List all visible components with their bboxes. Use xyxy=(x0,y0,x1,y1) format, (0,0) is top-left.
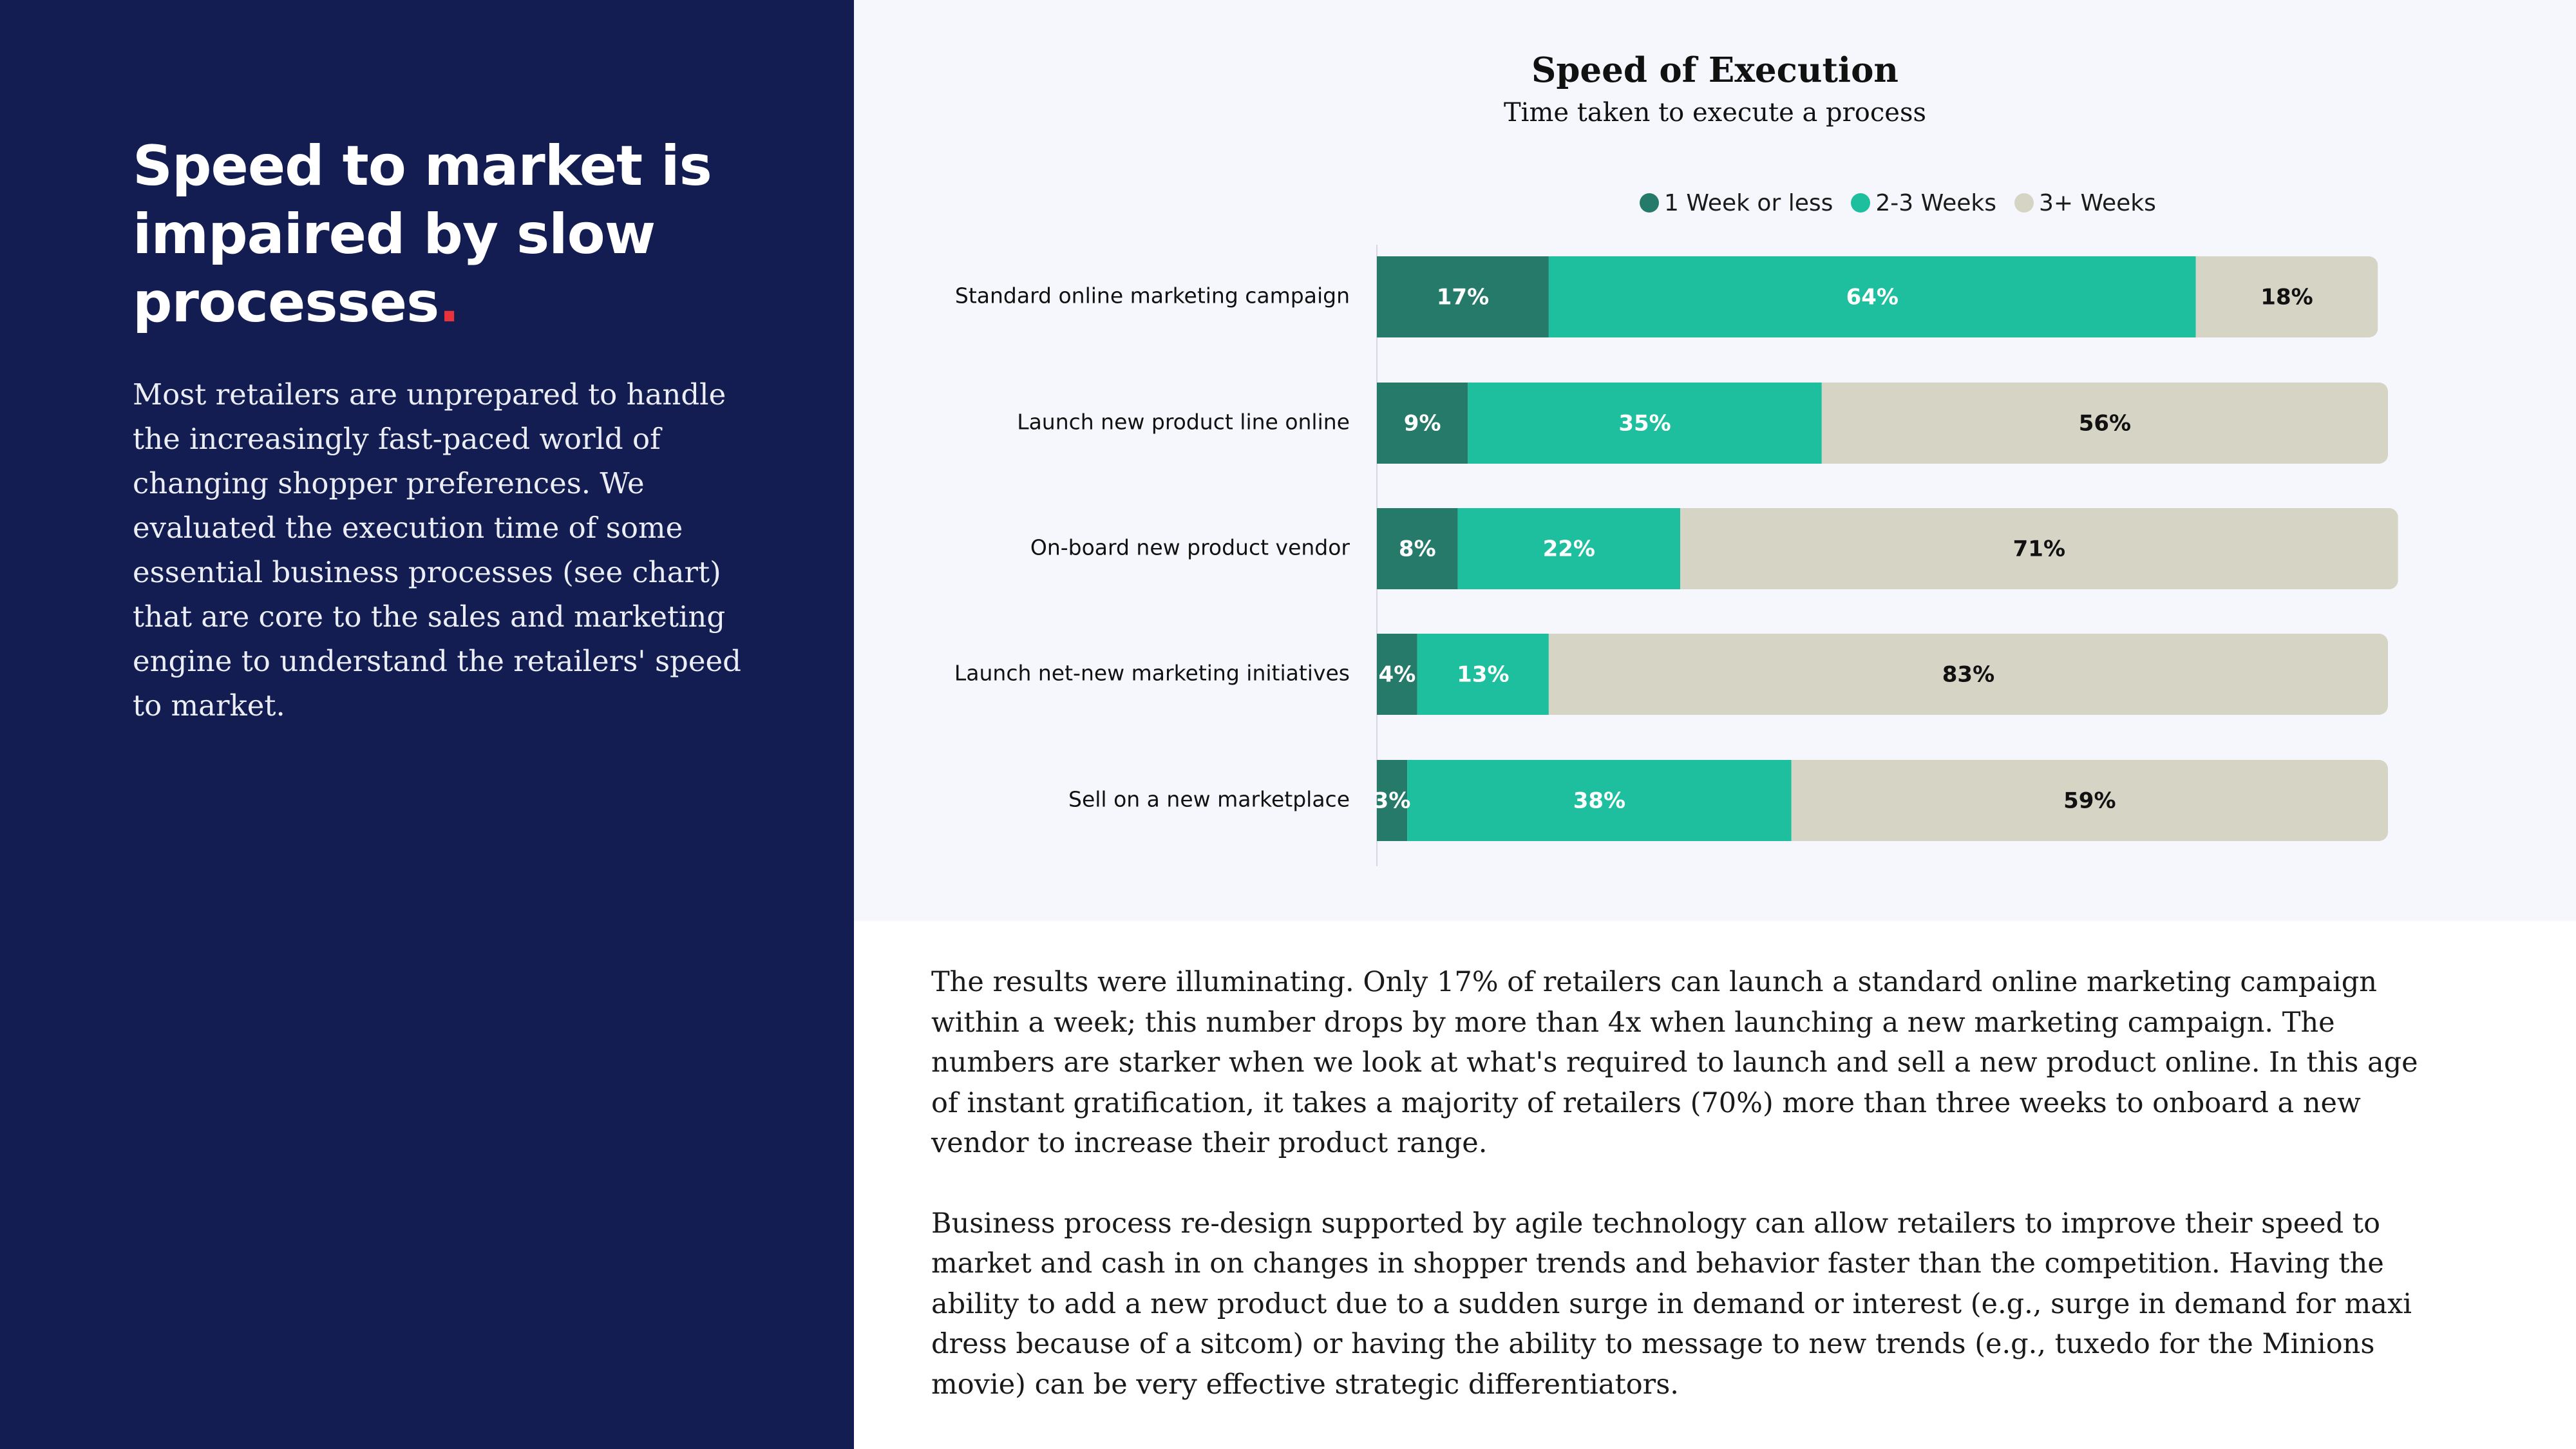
bar-segment-1-week-or-less-launch-net-new-marketing-initiatives xyxy=(1377,634,1417,715)
bar-segment-1-week-or-less-on-board-new-product-vendor xyxy=(1377,508,1458,589)
intro-paragraph: Most retailers are unprepared to handle … xyxy=(133,377,741,723)
data-label-1-week-or-less-launch-new-product-line-online: 9% xyxy=(1404,411,1441,437)
category-label-on-board-new-product-vendor: On-board new product vendor xyxy=(1030,535,1350,560)
data-label-2-3-weeks-standard-online-marketing-campaign: 64% xyxy=(1846,285,1899,310)
data-label-2-3-weeks-launch-new-product-line-online: 35% xyxy=(1618,411,1671,437)
bar-row-standard-online-marketing-campaign xyxy=(1377,256,2378,337)
bar-segment-2-3-weeks-sell-on-a-new-marketplace xyxy=(1407,760,1792,841)
data-label-3-weeks-sell-on-a-new-marketplace: 59% xyxy=(2063,788,2116,814)
chart-panel: Speed of Execution Time taken to execute… xyxy=(854,0,2576,921)
data-label-3-weeks-on-board-new-product-vendor: 71% xyxy=(2013,536,2065,562)
data-label-2-3-weeks-sell-on-a-new-marketplace: 38% xyxy=(1573,788,1625,814)
chart-legend: 1 Week or less 2-3 Weeks 3+ Weeks xyxy=(1640,185,2156,221)
data-label-2-3-weeks-launch-net-new-marketing-initiatives: 13% xyxy=(1457,662,1509,688)
legend-label-week-or-less: 1 Week or less xyxy=(1664,189,1833,216)
legend-item-week-or-less: 1 Week or less xyxy=(1640,190,1833,216)
body-paragraph-2: Business process re-design supported by … xyxy=(931,1207,2412,1401)
data-label-3-weeks-standard-online-marketing-campaign: 18% xyxy=(2260,285,2313,310)
sidebar-panel: Speed to market is impaired by slow proc… xyxy=(0,0,854,1449)
bar-row-launch-new-product-line-online xyxy=(1377,383,2388,464)
chart-title: Speed of Execution xyxy=(1531,50,1899,90)
legend-swatch-three-plus-weeks xyxy=(2014,193,2034,213)
bar-segment-3-weeks-sell-on-a-new-marketplace xyxy=(1791,760,2388,841)
legend-item-two-three-weeks: 2-3 Weeks xyxy=(1851,190,1996,216)
legend-item-three-plus-weeks: 3+ Weeks xyxy=(2014,190,2156,216)
data-label-1-week-or-less-sell-on-a-new-marketplace: 3% xyxy=(1374,788,1411,814)
category-label-launch-net-new-marketing-initiatives: Launch net-new marketing initiatives xyxy=(954,661,1350,686)
legend-label-two-three-weeks: 2-3 Weeks xyxy=(1875,189,1996,216)
body-text: The results were illuminating. Only 17% … xyxy=(931,962,2451,1444)
bar-segment-2-3-weeks-launch-new-product-line-online xyxy=(1468,383,1822,464)
headline-accent-dot: . xyxy=(439,270,460,335)
category-label-launch-new-product-line-online: Launch new product line online xyxy=(1017,410,1350,435)
chart-subtitle: Time taken to execute a process xyxy=(1504,98,1926,128)
legend-label-three-plus-weeks: 3+ Weeks xyxy=(2039,189,2156,216)
bar-row-launch-net-new-marketing-initiatives xyxy=(1377,634,2388,715)
bar-segment-2-3-weeks-launch-net-new-marketing-initiatives xyxy=(1417,634,1549,715)
bar-segment-3-weeks-standard-online-marketing-campaign xyxy=(2195,256,2378,337)
data-label-1-week-or-less-on-board-new-product-vendor: 8% xyxy=(1399,536,1436,562)
bar-segment-3-weeks-launch-net-new-marketing-initiatives xyxy=(1548,634,2388,715)
data-label-3-weeks-launch-net-new-marketing-initiatives: 83% xyxy=(1942,662,1994,688)
data-label-1-week-or-less-standard-online-marketing-campaign: 17% xyxy=(1437,285,1489,310)
bar-segment-2-3-weeks-on-board-new-product-vendor xyxy=(1457,508,1680,589)
data-label-2-3-weeks-on-board-new-product-vendor: 22% xyxy=(1543,536,1595,562)
bar-segment-1-week-or-less-launch-new-product-line-online xyxy=(1377,383,1468,464)
page-headline: Speed to market is impaired by slow proc… xyxy=(133,132,809,337)
body-paragraph-1: The results were illuminating. Only 17% … xyxy=(931,966,2418,1159)
legend-swatch-two-three-weeks xyxy=(1851,193,1871,213)
bar-segment-2-3-weeks-standard-online-marketing-campaign xyxy=(1548,256,2196,337)
data-label-1-week-or-less-launch-net-new-marketing-initiatives: 4% xyxy=(1379,662,1416,688)
bar-segment-1-week-or-less-sell-on-a-new-marketplace xyxy=(1377,760,1408,841)
stacked-bar-chart: Standard online marketing campaign 17% 64%… xyxy=(954,245,2398,866)
category-label-standard-online-marketing-campaign: Standard online marketing campaign xyxy=(955,283,1350,308)
bar-row-sell-on-a-new-marketplace xyxy=(1377,760,2388,841)
bar-segment-3-weeks-on-board-new-product-vendor xyxy=(1680,508,2398,589)
bar-segment-1-week-or-less-standard-online-marketing-campaign xyxy=(1377,256,1549,337)
bar-row-on-board-new-product-vendor xyxy=(1377,508,2398,589)
headline-text: Speed to market is impaired by slow proc… xyxy=(133,134,712,335)
bar-segment-3-weeks-launch-new-product-line-online xyxy=(1821,383,2388,464)
legend-swatch-week-or-less xyxy=(1640,193,1659,213)
category-label-sell-on-a-new-marketplace: Sell on a new marketplace xyxy=(1068,787,1350,812)
data-label-3-weeks-launch-new-product-line-online: 56% xyxy=(2079,411,2131,437)
